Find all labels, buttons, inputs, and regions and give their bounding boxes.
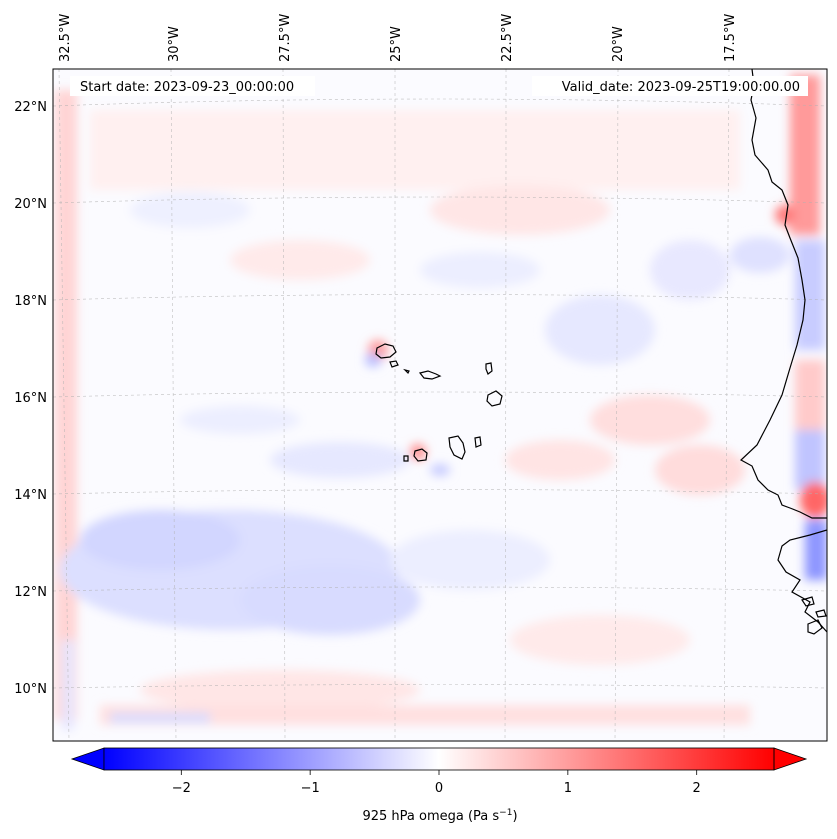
lon-label: 32.5°W [58, 14, 73, 62]
lat-label: 12°N [14, 585, 47, 600]
island-santa-luzia [403, 368, 410, 375]
longitude-labels: 32.5°W 30°W 27.5°W 25°W 22.5°W 20°W 17.5… [58, 14, 738, 62]
lon-label: 17.5°W [723, 14, 738, 62]
lon-label: 22.5°W [500, 14, 515, 62]
graticule [53, 69, 827, 741]
valid-date-box [532, 76, 808, 96]
island-sao-nicolau [418, 370, 442, 380]
colorbar-label: 925 hPa omega (Pa s−1) [362, 808, 517, 824]
island-santiago [448, 435, 466, 460]
island-maio [474, 436, 482, 448]
colorbar: −2 −1 0 1 2 925 hPa omega (Pa s−1) [70, 747, 808, 824]
lon-label: 20°W [611, 26, 626, 62]
coastlines [375, 69, 827, 635]
omega-field [55, 75, 827, 730]
lat-label: 16°N [14, 391, 47, 406]
africa-coastline [739, 69, 827, 519]
colorbar-gradient [104, 748, 774, 770]
map-panel: Start date: 2023-09-23_00:00:00 Valid_da… [53, 69, 827, 741]
valid-date-label: Valid_date: 2023-09-25T19:00:00.00 [562, 80, 800, 95]
start-date-label: Start date: 2023-09-23_00:00:00 [80, 80, 294, 95]
island-sao-vicente [389, 360, 399, 368]
guinea-bissau-coast [777, 529, 827, 633]
island-fogo [413, 448, 428, 462]
colorbar-extend-max [773, 747, 808, 771]
lat-label: 22°N [14, 100, 47, 115]
lat-label: 10°N [14, 682, 47, 697]
island-sal [485, 362, 493, 375]
colorbar-tick-label: 1 [564, 781, 572, 796]
colorbar-tick-label: 0 [435, 781, 443, 796]
colorbar-extend-min [70, 747, 105, 771]
colorbar-tick-label: 2 [693, 781, 701, 796]
island-santo-antao [375, 343, 397, 359]
lat-label: 14°N [14, 488, 47, 503]
colorbar-tick-label: −1 [301, 781, 320, 796]
island-brava [403, 455, 409, 462]
colorbar-ticks: −2 −1 0 1 2 [172, 770, 701, 796]
lat-label: 20°N [14, 197, 47, 212]
bijagos-islands [801, 596, 827, 635]
map-frame [52, 68, 828, 742]
lon-label: 27.5°W [278, 14, 293, 62]
island-boa-vista [486, 390, 503, 407]
colorbar-tick-label: −2 [172, 781, 191, 796]
start-date-box [70, 76, 315, 96]
latitude-labels: 22°N 20°N 18°N 16°N 14°N 12°N 10°N [14, 100, 47, 697]
lat-label: 18°N [14, 294, 47, 309]
lon-label: 30°W [167, 26, 182, 62]
lon-label: 25°W [389, 26, 404, 62]
